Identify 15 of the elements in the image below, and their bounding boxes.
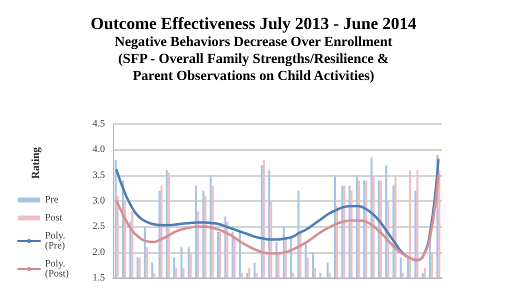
legend-label: Pre xyxy=(45,194,59,206)
y-tick-label: 1.5 xyxy=(92,272,105,284)
legend-label: Post xyxy=(45,212,62,224)
y-tick-label: 4.0 xyxy=(92,144,105,156)
y-tick-label: 2.5 xyxy=(92,221,105,232)
y-tick-label: 3.5 xyxy=(92,170,105,181)
legend-label: Poly. (Post) xyxy=(45,258,69,280)
y-tick-label: 4.5 xyxy=(92,118,105,130)
y-axis-title: Rating xyxy=(30,146,42,179)
chart-title: Outcome Effectiveness July 2013 - June 2014 xyxy=(90,14,417,33)
line-series xyxy=(115,174,440,262)
chart-subtitle: Negative Behaviors Decrease Over Enrollment (SFP - Overall Family Strengths/Resilience & Parent Observations on Child Activities) xyxy=(114,35,393,84)
y-tick-label: 2.0 xyxy=(92,246,105,258)
legend-label: Poly. (Pre) xyxy=(45,230,68,252)
y-tick-label: 3.0 xyxy=(92,196,105,206)
